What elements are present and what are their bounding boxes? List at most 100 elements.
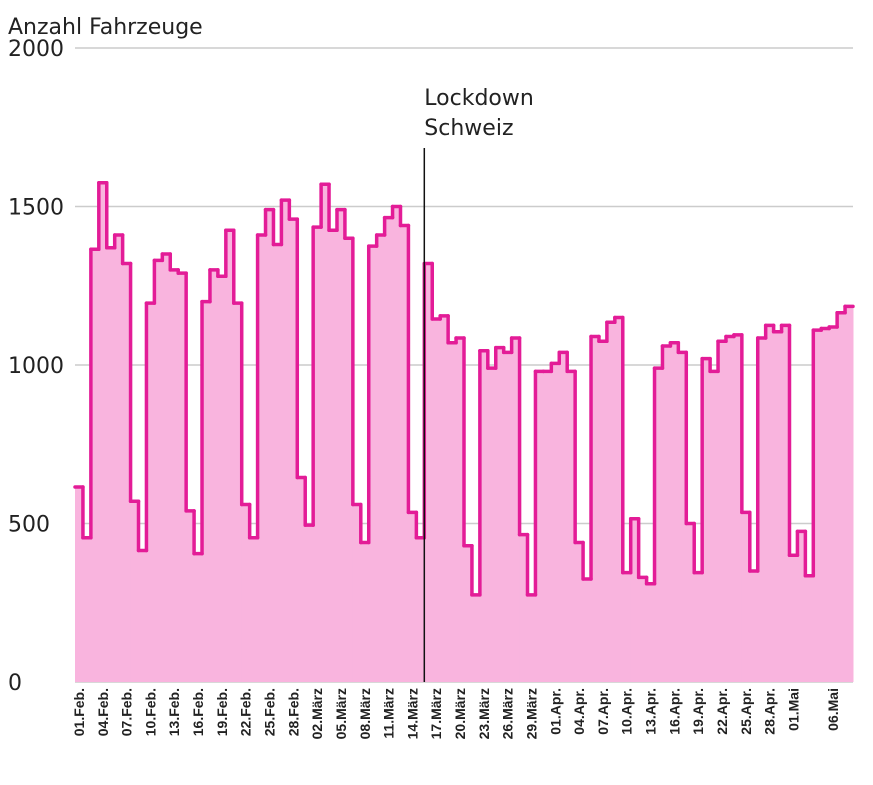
x-tick-label: 29.März xyxy=(523,688,539,739)
area-segment xyxy=(154,260,163,682)
area-segment xyxy=(321,184,330,682)
area-segment xyxy=(551,363,560,682)
area-segment xyxy=(479,350,489,682)
y-tick-label: 0 xyxy=(8,671,22,696)
area-segment xyxy=(130,501,140,682)
area-segment xyxy=(694,572,703,682)
area-segment xyxy=(440,315,449,682)
area-segment xyxy=(845,306,854,682)
x-tick-label: 13.Apr. xyxy=(643,688,659,735)
area-segment xyxy=(400,225,409,682)
area-segment xyxy=(591,336,600,682)
area-segment xyxy=(424,263,433,682)
area-segment xyxy=(797,531,806,682)
area-segment xyxy=(638,577,648,682)
area-segment xyxy=(368,246,378,682)
x-tick-label: 23.März xyxy=(476,688,492,739)
area-segment xyxy=(630,518,640,682)
x-tick-label: 19.Feb. xyxy=(214,688,230,736)
x-tick-label: 10.Apr. xyxy=(619,688,635,735)
area-segment xyxy=(464,545,473,682)
area-segment xyxy=(122,263,132,682)
x-tick-label: 22.Feb. xyxy=(238,688,254,736)
area-segment xyxy=(503,352,513,682)
area-segment xyxy=(82,537,92,682)
y-tick-label: 500 xyxy=(8,513,50,538)
area-segment xyxy=(217,276,227,682)
area-segment xyxy=(456,338,465,682)
area-segment xyxy=(392,206,401,682)
area-segment xyxy=(765,325,775,682)
area-segment xyxy=(281,200,290,682)
x-tick-label: 28.Apr. xyxy=(762,688,778,735)
area-segment xyxy=(273,244,282,683)
area xyxy=(75,182,854,683)
x-tick-label: 20.März xyxy=(452,688,468,739)
area-segment xyxy=(614,317,624,682)
x-tick-label: 04.Feb. xyxy=(95,688,111,736)
area-segment xyxy=(678,352,687,682)
area-segment xyxy=(265,209,274,683)
area-segment xyxy=(757,338,767,682)
area-segment xyxy=(598,341,608,682)
x-tick-label: 01.Mai xyxy=(785,688,801,731)
area-segment xyxy=(106,247,116,682)
area-segment xyxy=(559,352,568,682)
area-segment xyxy=(511,338,521,682)
area-segment xyxy=(718,341,727,682)
area-segment xyxy=(710,371,719,682)
area-segment xyxy=(527,594,536,682)
area-segment xyxy=(606,322,616,682)
x-tick-label: 07.Apr. xyxy=(595,688,611,735)
area-segment xyxy=(186,510,195,682)
area-segment xyxy=(813,330,822,682)
x-tick-label: 11.März xyxy=(381,688,397,739)
area-segment xyxy=(702,358,711,682)
annotation-text: Lockdown xyxy=(424,86,534,111)
step-line xyxy=(73,180,855,597)
annotation-text: Schweiz xyxy=(424,116,513,141)
y-axis-title: Anzahl Fahrzeuge xyxy=(8,15,203,40)
x-tick-label: 25.Apr. xyxy=(738,688,754,735)
x-tick-label: 25.Feb. xyxy=(262,688,278,736)
area-segment xyxy=(225,230,235,682)
area-segment xyxy=(741,512,751,682)
x-tick-label: 13.Feb. xyxy=(166,688,182,736)
area-segment xyxy=(686,523,695,682)
area-segment xyxy=(448,342,457,682)
area-segment xyxy=(749,571,759,682)
x-tick-label: 22.Apr. xyxy=(714,688,730,735)
area-segment xyxy=(289,219,298,682)
x-tick-label: 17.März xyxy=(428,688,444,739)
area-segment xyxy=(408,512,417,682)
x-tick-label: 06.Mai xyxy=(825,688,841,731)
x-tick-label: 08.März xyxy=(357,688,373,739)
area-segment xyxy=(487,368,497,682)
x-tick-label: 14.März xyxy=(404,688,420,739)
area-segment xyxy=(575,542,584,682)
x-tick-label: 19.Apr. xyxy=(690,688,706,735)
area-segment xyxy=(249,537,259,682)
y-tick-label: 1500 xyxy=(8,196,64,221)
y-tick-label: 2000 xyxy=(8,37,64,62)
area-segment xyxy=(162,254,171,683)
area-segment xyxy=(75,487,84,682)
area-segment xyxy=(90,249,100,683)
x-tick-label: 07.Feb. xyxy=(119,688,135,736)
x-tick-label: 04.Apr. xyxy=(571,688,587,735)
area-segment xyxy=(305,525,314,682)
area-segment xyxy=(209,269,219,682)
area-segment xyxy=(360,542,370,682)
area-segment xyxy=(178,273,187,682)
area-segment xyxy=(646,583,656,682)
area-segment xyxy=(829,326,838,682)
area-segment xyxy=(495,347,505,682)
area-segment xyxy=(336,209,346,683)
area-segment xyxy=(654,368,663,682)
x-tick-label: 26.März xyxy=(500,688,516,739)
area-segment xyxy=(138,550,147,682)
x-tick-label: 05.März xyxy=(333,688,349,739)
x-tick-label: 28.Feb. xyxy=(285,688,301,736)
area-segment xyxy=(432,319,441,682)
